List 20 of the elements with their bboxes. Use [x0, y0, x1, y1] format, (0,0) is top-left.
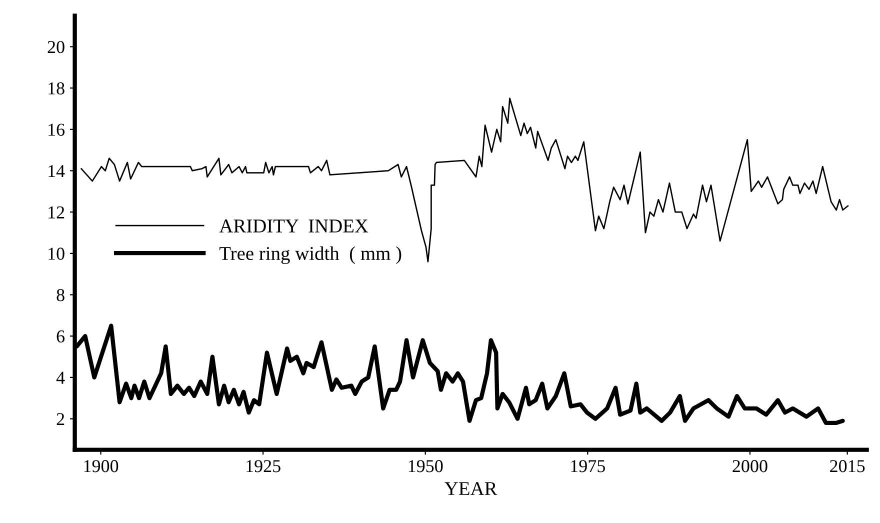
x-tick-label: 1975 — [571, 460, 606, 472]
y-tick-label: 12 — [48, 206, 64, 218]
legend-label: ARIDITY INDEX — [219, 220, 368, 232]
x-axis-title: YEAR — [444, 482, 498, 495]
y-tick-label: 6 — [56, 330, 65, 343]
y-tick-label: 20 — [48, 40, 64, 54]
x-tick-label: 1925 — [246, 460, 280, 472]
y-tick-label: 8 — [56, 289, 64, 302]
y-tick-label: 16 — [48, 124, 65, 136]
x-tick-label: 2015 — [830, 460, 865, 472]
x-tick-label: 1950 — [408, 460, 443, 472]
x-tick-label: 2000 — [732, 460, 768, 472]
line-series — [80, 98, 849, 262]
x-tick-label: 1900 — [84, 460, 118, 472]
y-tick-label: 2 — [56, 413, 64, 426]
legend-label: Tree ring width ( mm ) — [219, 246, 402, 264]
y-tick-label: 14 — [48, 165, 65, 177]
y-tick-label: 4 — [56, 372, 65, 384]
y-tick-label: 10 — [48, 248, 64, 260]
y-tick-label: 18 — [48, 82, 64, 94]
